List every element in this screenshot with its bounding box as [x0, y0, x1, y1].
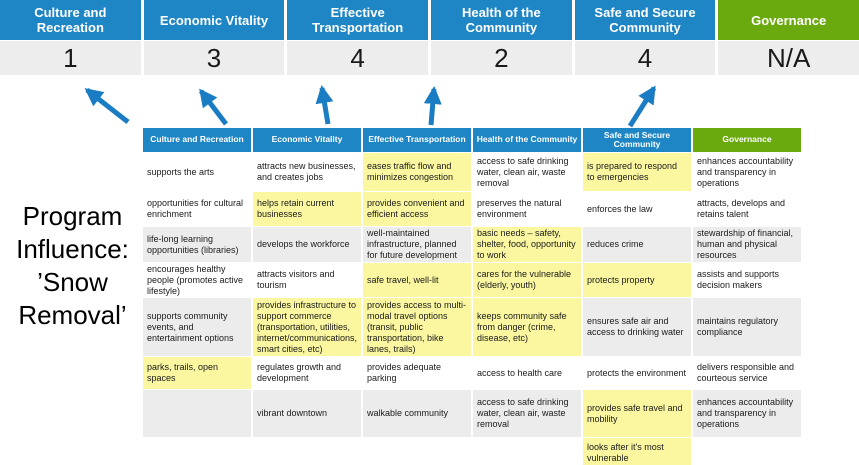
matrix-cell: supports the arts — [143, 153, 251, 191]
matrix-cell: reduces crime — [583, 227, 691, 262]
matrix-cell: helps retain current businesses — [253, 192, 361, 226]
summary-score-cell: 2 — [431, 41, 572, 75]
matrix-cell: protects property — [583, 263, 691, 297]
matrix-row: looks after it's most vulnerable — [143, 438, 803, 465]
summary-band: Culture and Recreation Economic Vitality E… — [0, 0, 859, 75]
summary-score-cell: 4 — [287, 41, 428, 75]
matrix-cell — [253, 438, 361, 465]
influence-arrow — [627, 85, 657, 128]
matrix-cell: provides access to multi-modal travel op… — [363, 298, 471, 356]
matrix-cell: basic needs – safety, shelter, food, opp… — [473, 227, 581, 262]
matrix-cell: enhances accountability and transparency… — [693, 153, 801, 191]
matrix-cell: cares for the vulnerable (elderly, youth… — [473, 263, 581, 297]
matrix-cell: vibrant downtown — [253, 390, 361, 437]
matrix-cell: enforces the law — [583, 192, 691, 226]
matrix-header-cell: Economic Vitality — [253, 128, 361, 152]
matrix-header-row: Culture and Recreation Economic Vitality E… — [143, 128, 803, 152]
summary-score-cell: 4 — [574, 41, 716, 75]
matrix-cell: provides convenient and efficient access — [363, 192, 471, 226]
summary-header-cell: Health of the Community — [431, 0, 572, 40]
summary-score-cell: N/A — [718, 41, 859, 75]
matrix-cell: access to safe drinking water, clean air… — [473, 390, 581, 437]
matrix-cell — [143, 390, 251, 437]
summary-score-cell: 3 — [143, 41, 285, 75]
matrix-row: vibrant downtown walkable community access… — [143, 390, 803, 437]
matrix-cell: well-maintained infrastructure, planned … — [363, 227, 471, 262]
matrix-cell: delivers responsible and courteous servi… — [693, 357, 801, 389]
matrix-row: life-long learning opportunities (librar… — [143, 227, 803, 262]
matrix-cell: preserves the natural environment — [473, 192, 581, 226]
matrix-header-cell: Culture and Recreation — [143, 128, 251, 152]
matrix-cell — [143, 438, 251, 465]
matrix-header-cell: Governance — [693, 128, 801, 152]
summary-header-cell: Safe and Secure Community — [574, 0, 716, 40]
matrix-row: supports the arts attracts new businesses… — [143, 153, 803, 191]
matrix-cell: provides safe travel and mobility — [583, 390, 691, 437]
matrix-cell: is prepared to respond to emergencies — [583, 153, 691, 191]
matrix-cell: attracts visitors and tourism — [253, 263, 361, 297]
matrix-cell: opportunities for cultural enrichment — [143, 192, 251, 226]
matrix-cell: eases traffic flow and minimizes congest… — [363, 153, 471, 191]
matrix-header-cell: Effective Transportation — [363, 128, 471, 152]
matrix-cell — [473, 438, 581, 465]
matrix-cell — [693, 438, 801, 465]
matrix-cell: provides adequate parking — [363, 357, 471, 389]
matrix-cell: access to safe drinking water, clean air… — [473, 153, 581, 191]
matrix-row: supports community events, and entertain… — [143, 298, 803, 356]
matrix-cell: enhances accountability and transparency… — [693, 390, 801, 437]
matrix-cell: keeps community safe from danger (crime,… — [473, 298, 581, 356]
matrix-cell: develops the workforce — [253, 227, 361, 262]
summary-header-cell: Effective Transportation — [287, 0, 428, 40]
influence-arrow — [315, 85, 334, 125]
priority-matrix: Culture and Recreation Economic Vitality E… — [143, 128, 803, 465]
matrix-cell: assists and supports decision makers — [693, 263, 801, 297]
matrix-cell: access to health care — [473, 357, 581, 389]
program-title: Program Influence: ’Snow Removal’ — [16, 201, 129, 330]
summary-header-cell: Governance — [718, 0, 859, 40]
matrix-cell: regulates growth and development — [253, 357, 361, 389]
summary-header-cell: Culture and Recreation — [0, 0, 141, 40]
matrix-cell: protects the environment — [583, 357, 691, 389]
summary-score-cell: 1 — [0, 41, 141, 75]
matrix-cell: looks after it's most vulnerable — [583, 438, 691, 465]
matrix-cell: safe travel, well-lit — [363, 263, 471, 297]
matrix-cell: walkable community — [363, 390, 471, 437]
matrix-row: parks, trails, open spaces regulates grow… — [143, 357, 803, 389]
matrix-cell: maintains regulatory compliance — [693, 298, 801, 356]
influence-arrow — [84, 88, 130, 124]
matrix-cell: life-long learning opportunities (librar… — [143, 227, 251, 262]
influence-arrow — [199, 88, 228, 126]
matrix-cell: ensures safe air and access to drinking … — [583, 298, 691, 356]
matrix-row: opportunities for cultural enrichment hel… — [143, 192, 803, 226]
matrix-row: encourages healthy people (promotes acti… — [143, 263, 803, 297]
matrix-header-cell: Safe and Secure Community — [583, 128, 691, 152]
matrix-cell: provides infrastructure to support comme… — [253, 298, 361, 356]
matrix-cell: supports community events, and entertain… — [143, 298, 251, 356]
matrix-cell: encourages healthy people (promotes acti… — [143, 263, 251, 297]
matrix-cell: parks, trails, open spaces — [143, 357, 251, 389]
matrix-cell: stewardship of financial, human and phys… — [693, 227, 801, 262]
matrix-cell — [363, 438, 471, 465]
summary-header-cell: Economic Vitality — [143, 0, 285, 40]
matrix-cell: attracts, develops and retains talent — [693, 192, 801, 226]
matrix-header-cell: Health of the Community — [473, 128, 581, 152]
influence-arrow — [423, 86, 442, 126]
matrix-cell: attracts new businesses, and creates job… — [253, 153, 361, 191]
